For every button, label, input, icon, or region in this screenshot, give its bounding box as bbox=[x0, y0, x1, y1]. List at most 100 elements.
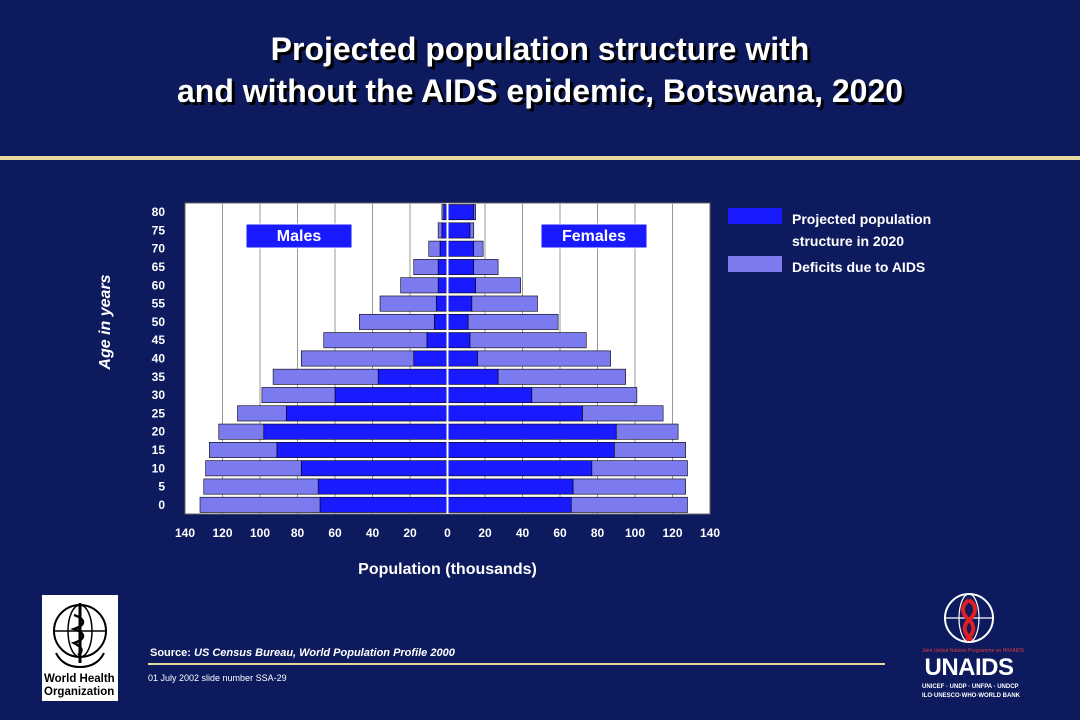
bar-female-projected bbox=[447, 478, 574, 495]
title-divider bbox=[0, 156, 1080, 160]
y-tick-label: 75 bbox=[152, 223, 166, 237]
y-tick-label: 20 bbox=[152, 425, 166, 439]
slide-title: Projected population structure with and … bbox=[0, 28, 1080, 112]
unaids-emblem-icon bbox=[944, 593, 994, 643]
panel-label-males-box bbox=[245, 223, 353, 249]
x-tick-label: 40 bbox=[366, 526, 380, 540]
x-tick-label: 60 bbox=[553, 526, 567, 540]
bar-male-projected bbox=[317, 478, 448, 495]
x-tick-label: 100 bbox=[250, 526, 270, 540]
bar-female-projected bbox=[447, 350, 478, 367]
bar-female-projected bbox=[447, 496, 572, 513]
bar-male-projected bbox=[319, 496, 448, 513]
bar-male-deficit bbox=[413, 259, 439, 275]
source-note: Source: US Census Bureau, World Populati… bbox=[150, 647, 455, 659]
bar-female-projected bbox=[447, 405, 583, 422]
x-tick-label: 80 bbox=[291, 526, 305, 540]
bar-female-deficit bbox=[469, 332, 587, 349]
bar-male-deficit bbox=[300, 350, 415, 367]
bar-female-deficit bbox=[614, 442, 686, 458]
bar-male-deficit bbox=[218, 423, 265, 440]
panel-label-males: Males bbox=[277, 228, 322, 245]
x-tick-label: 100 bbox=[625, 526, 645, 540]
title-line-2: and without the AIDS epidemic, Botswana,… bbox=[176, 73, 904, 109]
x-tick-label: 140 bbox=[700, 526, 720, 540]
y-tick-label: 45 bbox=[152, 333, 166, 347]
bar-male-deficit bbox=[437, 222, 443, 239]
bar-female-deficit bbox=[497, 368, 626, 385]
x-tick-label: 20 bbox=[403, 526, 417, 540]
bar-female-deficit bbox=[473, 240, 484, 257]
bar-male-deficit bbox=[359, 313, 435, 330]
bar-female-projected bbox=[447, 313, 469, 330]
bar-female-deficit bbox=[471, 295, 538, 312]
bar-female-projected bbox=[447, 368, 499, 385]
bar-female-deficit bbox=[473, 259, 499, 275]
x-tick-label: 0 bbox=[444, 526, 451, 540]
bar-male-projected bbox=[439, 240, 448, 257]
bar-male-projected bbox=[285, 405, 448, 422]
bar-male-projected bbox=[377, 368, 448, 385]
bar-female-projected bbox=[447, 460, 593, 477]
bar-male-deficit bbox=[400, 277, 439, 294]
bar-male-deficit bbox=[379, 295, 437, 312]
x-tick-label: 120 bbox=[212, 526, 232, 540]
bar-male-projected bbox=[276, 442, 448, 458]
legend-projected-swatch bbox=[728, 208, 782, 224]
bar-female-deficit bbox=[615, 423, 679, 440]
bar-male-projected bbox=[300, 460, 448, 477]
who-wordmark: World Health Organization bbox=[44, 673, 115, 699]
y-axis-label: Age in years bbox=[97, 274, 114, 370]
y-tick-label: 70 bbox=[152, 242, 166, 256]
bar-male-deficit bbox=[199, 496, 321, 513]
panel-label-females-box bbox=[540, 223, 648, 249]
who-emblem-icon bbox=[53, 603, 107, 669]
bar-female-projected bbox=[447, 259, 475, 275]
bar-male-deficit bbox=[323, 332, 428, 349]
bar-male-deficit bbox=[237, 405, 287, 422]
unaids-members-2: ILO·UNESCO·WHO·WORLD BANK bbox=[922, 693, 1020, 699]
bar-male-deficit bbox=[261, 387, 336, 404]
y-tick-label: 80 bbox=[152, 205, 166, 219]
title-line-1: Projected population structure with bbox=[270, 31, 810, 67]
bar-male-projected bbox=[413, 350, 448, 367]
x-tick-label: 120 bbox=[662, 526, 682, 540]
unaids-tagline: Joint United Nations Programme on HIV/AI… bbox=[922, 648, 1024, 654]
y-tick-label: 60 bbox=[152, 278, 166, 292]
x-tick-label: 20 bbox=[478, 526, 492, 540]
panel-label-females: Females bbox=[562, 228, 626, 245]
who-logo: World Health Organization bbox=[42, 595, 118, 701]
bar-female-deficit bbox=[572, 478, 686, 495]
bar-female-projected bbox=[447, 240, 475, 257]
bar-male-deficit bbox=[428, 240, 441, 257]
x-axis-label: Population (thousands) bbox=[358, 561, 537, 578]
bar-male-projected bbox=[435, 295, 448, 312]
bar-male-projected bbox=[437, 277, 448, 294]
source-label: Source: bbox=[150, 647, 191, 659]
legend-deficit-swatch bbox=[728, 256, 782, 272]
y-tick-label: 35 bbox=[152, 370, 166, 384]
legend-projected-label: Projected population structure in 2020 bbox=[792, 211, 932, 249]
y-tick-label: 10 bbox=[152, 461, 166, 475]
y-tick-label: 50 bbox=[152, 315, 166, 329]
y-tick-label: 5 bbox=[158, 480, 165, 494]
legend-deficit-label: Deficits due to AIDS bbox=[792, 259, 926, 275]
bar-female-deficit bbox=[469, 222, 475, 239]
y-tick-label: 25 bbox=[152, 406, 166, 420]
bar-female-deficit bbox=[582, 405, 664, 422]
y-tick-label: 40 bbox=[152, 352, 166, 366]
legend-projected: Projected population structure in 2020 bbox=[728, 208, 972, 252]
unaids-members-1: UNICEF · UNDP · UNFPA · UNDCP bbox=[922, 684, 1019, 690]
bar-female-deficit bbox=[570, 496, 688, 513]
y-tick-label: 30 bbox=[152, 388, 166, 402]
y-tick-label: 15 bbox=[152, 443, 166, 457]
bar-male-projected bbox=[334, 387, 448, 404]
x-tick-label: 60 bbox=[328, 526, 342, 540]
x-tick-label: 40 bbox=[516, 526, 530, 540]
bar-male-projected bbox=[263, 423, 448, 440]
bar-female-projected bbox=[447, 423, 617, 440]
footer-divider bbox=[148, 663, 885, 665]
bar-female-projected bbox=[447, 295, 473, 312]
bar-female-deficit bbox=[591, 460, 688, 477]
